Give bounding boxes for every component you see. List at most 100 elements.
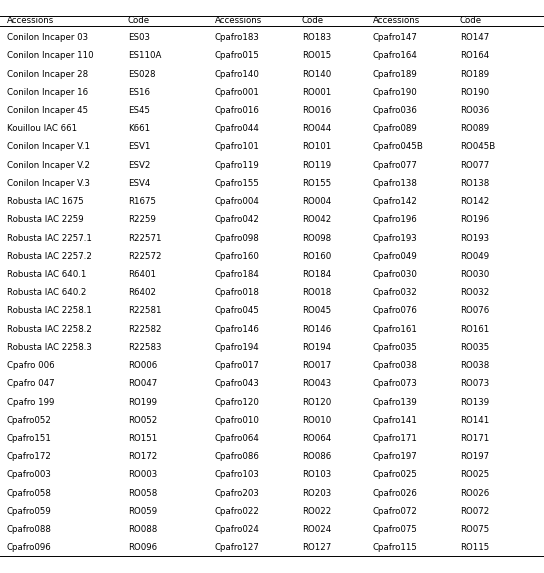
Text: RO042: RO042	[302, 215, 331, 225]
Text: Cpafro017: Cpafro017	[215, 361, 259, 370]
Text: Cpafro141: Cpafro141	[373, 416, 417, 425]
Text: R6401: R6401	[128, 270, 156, 279]
Text: Cpafro139: Cpafro139	[373, 398, 417, 407]
Text: RO025: RO025	[460, 470, 489, 480]
Text: Accessions: Accessions	[7, 17, 54, 25]
Text: Accessions: Accessions	[373, 17, 420, 25]
Text: Cpafro164: Cpafro164	[373, 52, 417, 60]
Text: Cpafro044: Cpafro044	[215, 124, 259, 134]
Text: Cpafro064: Cpafro064	[215, 434, 259, 443]
Text: RO030: RO030	[460, 270, 489, 279]
Text: RO139: RO139	[460, 398, 489, 407]
Text: Cpafro197: Cpafro197	[373, 452, 417, 461]
Text: RO045: RO045	[302, 307, 331, 316]
Text: RO044: RO044	[302, 124, 331, 134]
Text: Cpafro088: Cpafro088	[7, 525, 51, 534]
Text: ESV2: ESV2	[128, 160, 150, 170]
Text: Conilon Incaper 45: Conilon Incaper 45	[7, 106, 88, 115]
Text: Cpafro043: Cpafro043	[215, 379, 259, 388]
Text: RO003: RO003	[128, 470, 157, 480]
Text: RO103: RO103	[302, 470, 331, 480]
Text: Cpafro 047: Cpafro 047	[7, 379, 54, 388]
Text: RO196: RO196	[460, 215, 489, 225]
Text: Conilon Incaper V.1: Conilon Incaper V.1	[7, 143, 90, 151]
Text: RO049: RO049	[460, 252, 489, 261]
Text: RO073: RO073	[460, 379, 489, 388]
Text: Code: Code	[302, 17, 324, 25]
Text: Cpafro127: Cpafro127	[215, 543, 259, 552]
Text: Conilon Incaper 110: Conilon Incaper 110	[7, 52, 93, 60]
Text: Cpafro196: Cpafro196	[373, 215, 417, 225]
Text: RO006: RO006	[128, 361, 157, 370]
Text: Conilon Incaper 28: Conilon Incaper 28	[7, 69, 88, 79]
Text: RO022: RO022	[302, 507, 331, 516]
Text: Robusta IAC 640.1: Robusta IAC 640.1	[7, 270, 86, 279]
Text: Cpafro036: Cpafro036	[373, 106, 417, 115]
Text: R22581: R22581	[128, 307, 162, 316]
Text: Robusta IAC 1675: Robusta IAC 1675	[7, 197, 83, 206]
Text: Code: Code	[128, 17, 150, 25]
Text: Conilon Incaper V.3: Conilon Incaper V.3	[7, 179, 90, 188]
Text: Cpafro024: Cpafro024	[215, 525, 259, 534]
Text: Cpafro120: Cpafro120	[215, 398, 259, 407]
Text: Cpafro035: Cpafro035	[373, 343, 417, 352]
Text: RO072: RO072	[460, 507, 489, 516]
Text: Cpafro052: Cpafro052	[7, 416, 51, 425]
Text: RO010: RO010	[302, 416, 331, 425]
Text: Cpafro089: Cpafro089	[373, 124, 417, 134]
Text: RO035: RO035	[460, 343, 489, 352]
Text: Cpafro059: Cpafro059	[7, 507, 51, 516]
Text: RO140: RO140	[302, 69, 331, 79]
Text: ES110A: ES110A	[128, 52, 161, 60]
Text: ESV1: ESV1	[128, 143, 150, 151]
Text: Cpafro140: Cpafro140	[215, 69, 259, 79]
Text: ES028: ES028	[128, 69, 156, 79]
Text: RO089: RO089	[460, 124, 489, 134]
Text: Cpafro045B: Cpafro045B	[373, 143, 424, 151]
Text: K661: K661	[128, 124, 150, 134]
Text: RO119: RO119	[302, 160, 331, 170]
Text: RO036: RO036	[460, 106, 489, 115]
Text: Cpafro161: Cpafro161	[373, 325, 417, 333]
Text: Cpafro203: Cpafro203	[215, 489, 259, 498]
Text: Robusta IAC 2258.3: Robusta IAC 2258.3	[7, 343, 91, 352]
Text: RO120: RO120	[302, 398, 331, 407]
Text: Cpafro022: Cpafro022	[215, 507, 259, 516]
Text: Cpafro049: Cpafro049	[373, 252, 417, 261]
Text: RO032: RO032	[460, 288, 489, 297]
Text: Cpafro016: Cpafro016	[215, 106, 259, 115]
Text: Cpafro072: Cpafro072	[373, 507, 417, 516]
Text: Kouillou IAC 661: Kouillou IAC 661	[7, 124, 77, 134]
Text: RO190: RO190	[460, 88, 489, 97]
Text: R2259: R2259	[128, 215, 156, 225]
Text: RO024: RO024	[302, 525, 331, 534]
Text: RO194: RO194	[302, 343, 331, 352]
Text: RO059: RO059	[128, 507, 157, 516]
Text: Cpafro018: Cpafro018	[215, 288, 259, 297]
Text: R22571: R22571	[128, 234, 162, 242]
Text: RO047: RO047	[128, 379, 157, 388]
Text: RO199: RO199	[128, 398, 157, 407]
Text: ES45: ES45	[128, 106, 150, 115]
Text: Cpafro 199: Cpafro 199	[7, 398, 54, 407]
Text: Cpafro115: Cpafro115	[373, 543, 417, 552]
Text: Cpafro086: Cpafro086	[215, 452, 259, 461]
Text: Conilon Incaper V.2: Conilon Incaper V.2	[7, 160, 90, 170]
Text: RO184: RO184	[302, 270, 331, 279]
Text: Conilon Incaper 03: Conilon Incaper 03	[7, 33, 88, 42]
Text: ES16: ES16	[128, 88, 150, 97]
Text: R22572: R22572	[128, 252, 162, 261]
Text: Cpafro045: Cpafro045	[215, 307, 259, 316]
Text: RO086: RO086	[302, 452, 331, 461]
Text: Cpafro184: Cpafro184	[215, 270, 259, 279]
Text: Robusta IAC 2258.1: Robusta IAC 2258.1	[7, 307, 91, 316]
Text: Cpafro003: Cpafro003	[7, 470, 51, 480]
Text: Cpafro077: Cpafro077	[373, 160, 417, 170]
Text: RO001: RO001	[302, 88, 331, 97]
Text: Cpafro171: Cpafro171	[373, 434, 417, 443]
Text: Cpafro190: Cpafro190	[373, 88, 417, 97]
Text: RO127: RO127	[302, 543, 331, 552]
Text: Cpafro146: Cpafro146	[215, 325, 259, 333]
Text: RO058: RO058	[128, 489, 157, 498]
Text: R22583: R22583	[128, 343, 162, 352]
